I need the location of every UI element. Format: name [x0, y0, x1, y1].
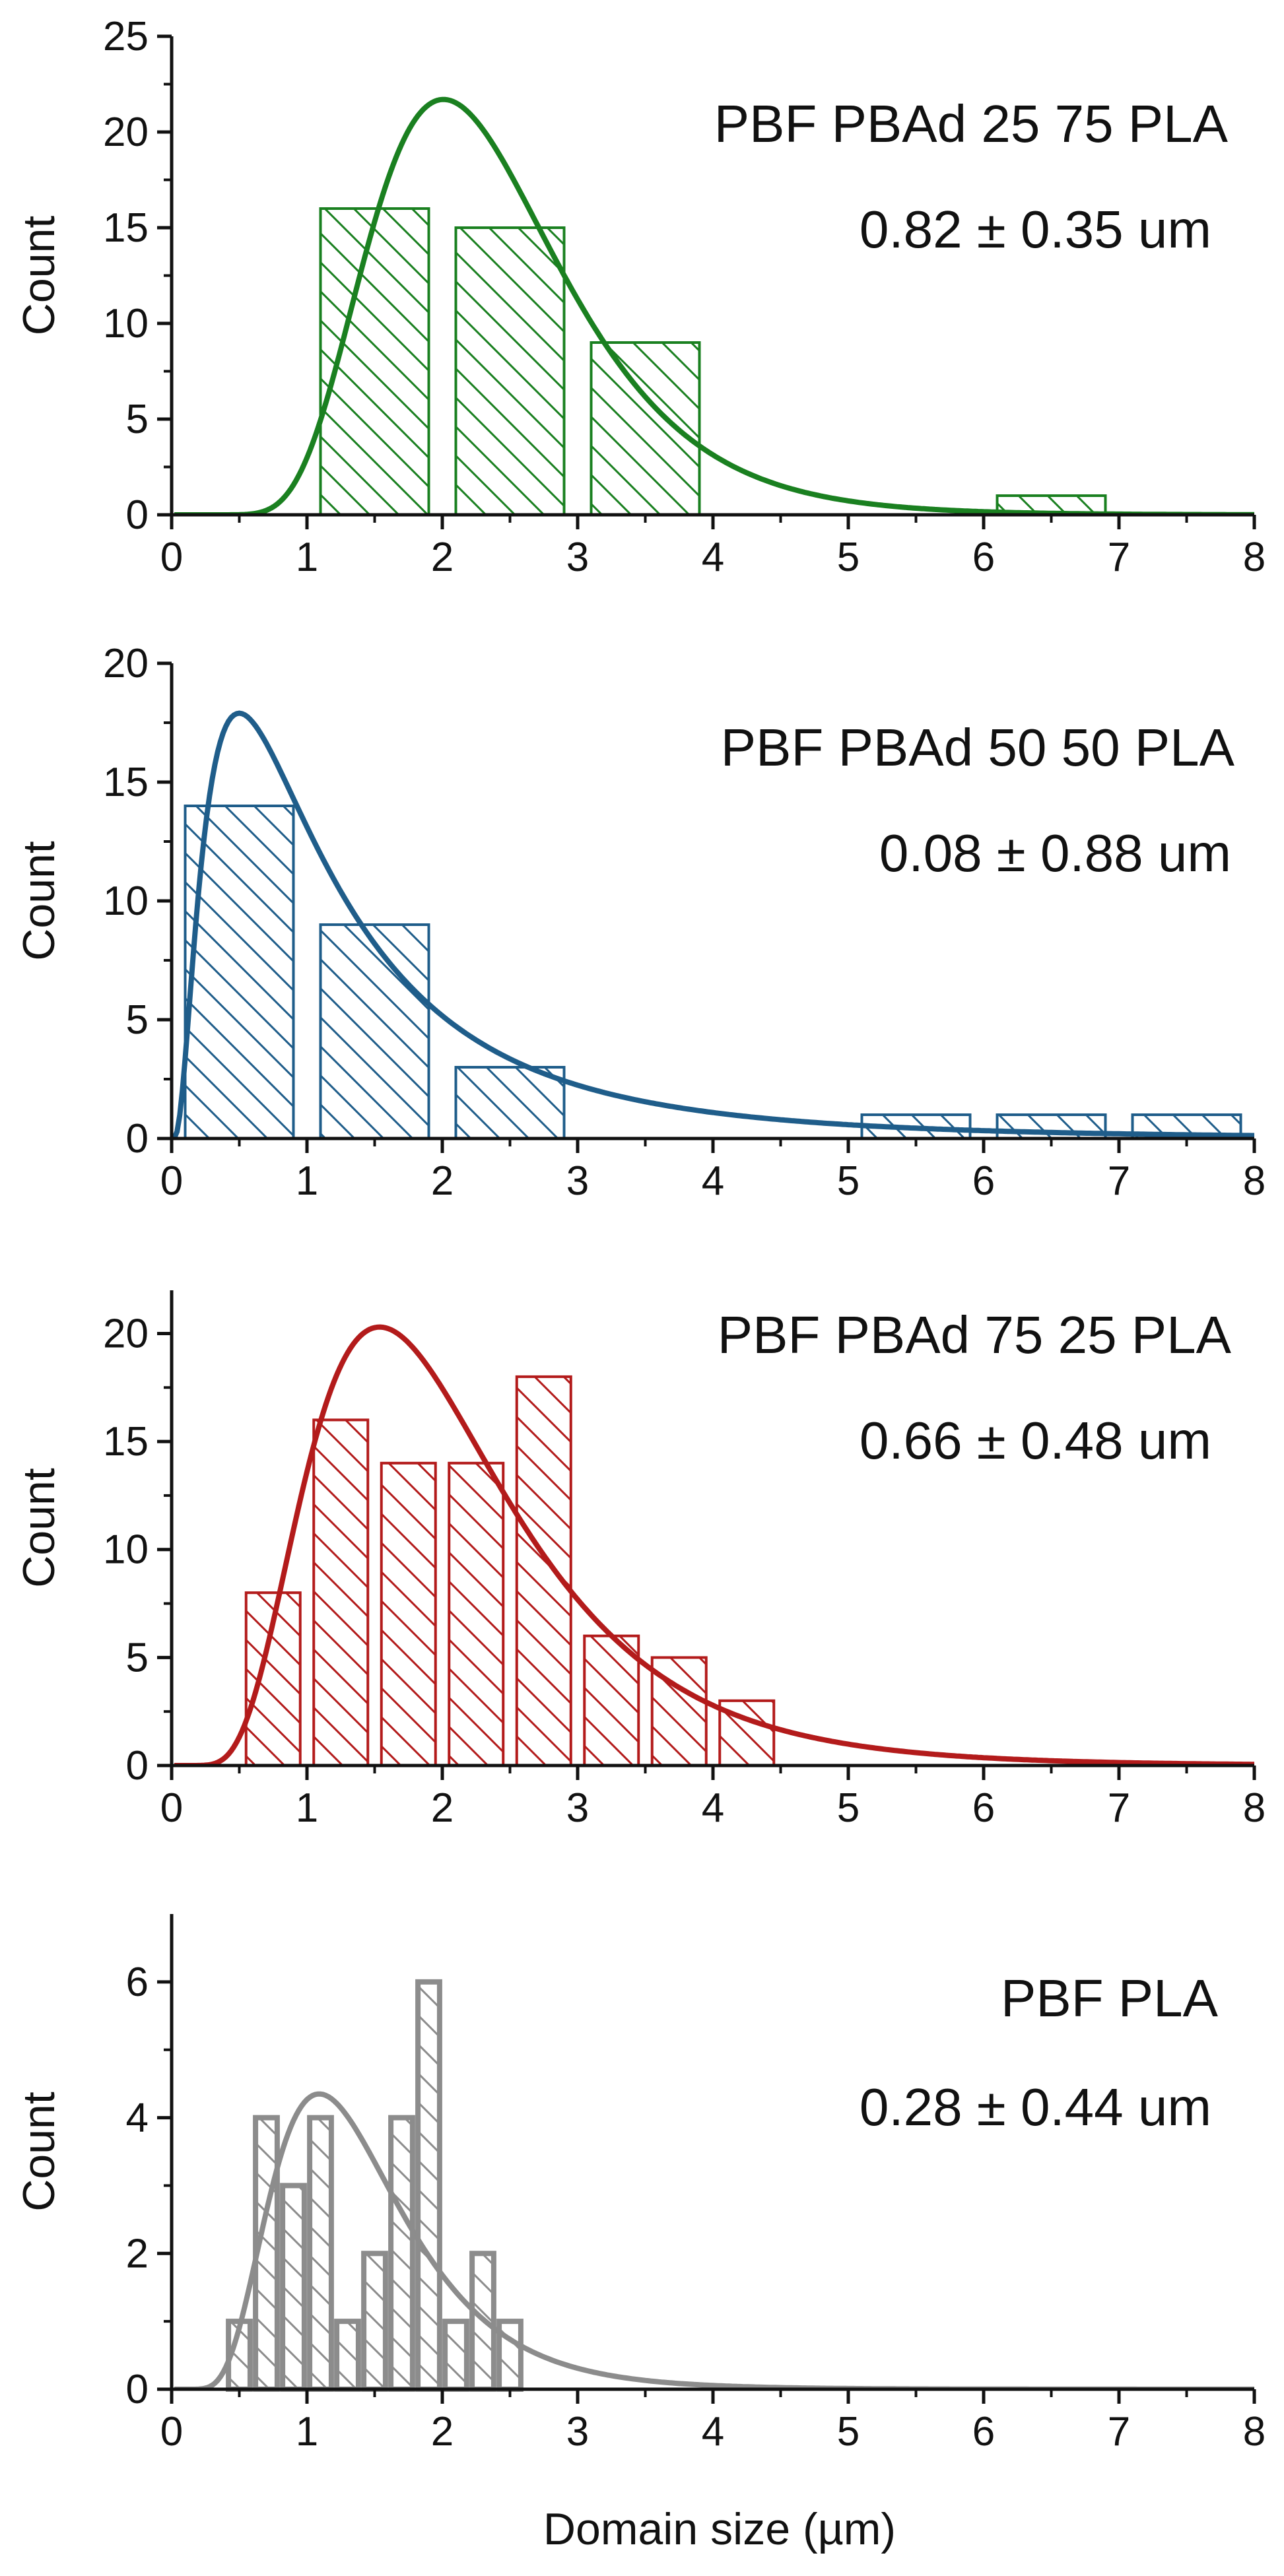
x-tick-label: 1 [296, 535, 318, 580]
fit-curve [174, 1324, 1254, 1766]
x-tick-label: 2 [431, 1158, 454, 1204]
y-tick-label: 15 [103, 760, 149, 805]
y-tick-label: 20 [103, 641, 149, 686]
panel-title: PBF PLA [1001, 1969, 1219, 2028]
panel-title: PBF PBAd 75 25 PLA [718, 1305, 1232, 1364]
x-tick-label: 1 [296, 2409, 318, 2455]
x-tick-label: 8 [1243, 1785, 1266, 1831]
x-tick-label: 4 [702, 2409, 724, 2455]
x-tick-label: 0 [160, 1158, 183, 1204]
x-tick-label: 4 [702, 1158, 724, 1204]
panel-annotation: 0.08 ± 0.88 um [879, 824, 1231, 882]
x-tick-label: 8 [1243, 1158, 1266, 1204]
y-tick-label: 10 [103, 878, 149, 924]
chart-panel-1: 0 1 2 3 4 5 6 7 8 0 5 10 15 20 25 Count PBF PBAd 25 75 P… [14, 14, 1266, 580]
y-axis-label: Count [14, 841, 64, 961]
y-tick-label: 5 [126, 1635, 149, 1680]
panel-title: PBF PBAd 25 75 PLA [714, 94, 1229, 153]
histogram-bar [454, 1066, 566, 1140]
x-tick-label: 5 [837, 1785, 860, 1831]
panel-annotation: 0.66 ± 0.48 um [860, 1411, 1211, 1470]
x-tick-label: 4 [702, 535, 724, 580]
x-tick-label: 6 [972, 1158, 995, 1204]
y-axis-label: Count [14, 2092, 64, 2212]
x-tick-label: 2 [431, 1785, 454, 1831]
y-tick-label: 5 [126, 997, 149, 1043]
y-axis-label: Count [14, 1468, 64, 1588]
y-tick-label: 0 [126, 492, 149, 538]
y-tick-label: 5 [126, 397, 149, 442]
histogram-bar [448, 1461, 505, 1767]
x-tick-label: 0 [160, 535, 183, 580]
x-tick-label: 2 [431, 2409, 454, 2455]
y-tick-label: 4 [126, 2096, 149, 2141]
y-tick-label: 0 [126, 2367, 149, 2412]
x-tick-label: 3 [566, 535, 589, 580]
x-tick-label: 3 [566, 1158, 589, 1204]
y-tick-label: 20 [103, 110, 149, 155]
y-tick-label: 10 [103, 1527, 149, 1573]
x-tick-label: 1 [296, 1158, 318, 1204]
histogram-bar [583, 1634, 640, 1767]
x-tick-label: 3 [566, 1785, 589, 1831]
figure-xlabel: Domain size (µm) [543, 2504, 896, 2554]
y-tick-label: 0 [126, 1116, 149, 1162]
x-tick-label: 6 [972, 535, 995, 580]
histogram-bar [380, 1461, 437, 1767]
chart-panel-3: 0 1 2 3 4 5 6 7 8 0 5 10 15 20 Count PBF PBAd 75 25 PLA… [14, 1290, 1266, 1831]
fit-curve [172, 710, 1254, 1139]
y-tick-label: 2 [126, 2231, 149, 2276]
x-tick-label: 1 [296, 1785, 318, 1831]
x-tick-label: 0 [160, 1785, 183, 1831]
x-tick-label: 7 [1108, 535, 1130, 580]
x-tick-label: 3 [566, 2409, 589, 2455]
histogram-bar [454, 226, 566, 516]
y-tick-label: 25 [103, 14, 149, 59]
histogram-bar [307, 2115, 334, 2393]
histogram-bar [319, 923, 430, 1140]
y-tick-label: 6 [126, 1960, 149, 2005]
x-tick-label: 8 [1243, 535, 1266, 580]
histogram-bar [415, 1979, 442, 2393]
histogram-bar [334, 2319, 361, 2392]
panel-annotation: 0.82 ± 0.35 um [860, 200, 1211, 259]
x-tick-label: 8 [1243, 2409, 1266, 2455]
histogram-bar [312, 1418, 370, 1767]
x-tick-label: 6 [972, 1785, 995, 1831]
chart-panel-4: 0 1 2 3 4 5 6 7 8 0 2 4 6 Count PBF PLA 0.28 ± 0.44 um [14, 1914, 1266, 2455]
chart-panel-2: 0 1 2 3 4 5 6 7 8 0 5 10 15 20 Count PBF PBAd 50 50 PLA… [14, 641, 1266, 1204]
y-tick-label: 0 [126, 1743, 149, 1789]
y-tick-label: 15 [103, 205, 149, 251]
x-tick-label: 2 [431, 535, 454, 580]
y-axis-label: Count [14, 216, 64, 336]
x-tick-label: 7 [1108, 1158, 1130, 1204]
panel-annotation: 0.28 ± 0.44 um [860, 2078, 1211, 2136]
x-tick-label: 6 [972, 2409, 995, 2455]
x-tick-label: 4 [702, 1785, 724, 1831]
histogram-bar [590, 341, 701, 516]
histogram-bar [388, 2115, 415, 2393]
y-tick-label: 10 [103, 301, 149, 347]
x-tick-label: 7 [1108, 2409, 1130, 2455]
y-tick-label: 20 [103, 1311, 149, 1356]
x-tick-label: 0 [160, 2409, 183, 2455]
x-tick-label: 5 [837, 2409, 860, 2455]
panel-title: PBF PBAd 50 50 PLA [721, 718, 1235, 777]
x-tick-label: 5 [837, 535, 860, 580]
histogram-bar [280, 2183, 307, 2392]
x-tick-label: 5 [837, 1158, 860, 1204]
y-tick-label: 15 [103, 1419, 149, 1465]
histogram-bar [442, 2319, 469, 2392]
histogram-bar [361, 2251, 388, 2392]
histogram-bar [515, 1375, 572, 1767]
x-tick-label: 7 [1108, 1785, 1130, 1831]
